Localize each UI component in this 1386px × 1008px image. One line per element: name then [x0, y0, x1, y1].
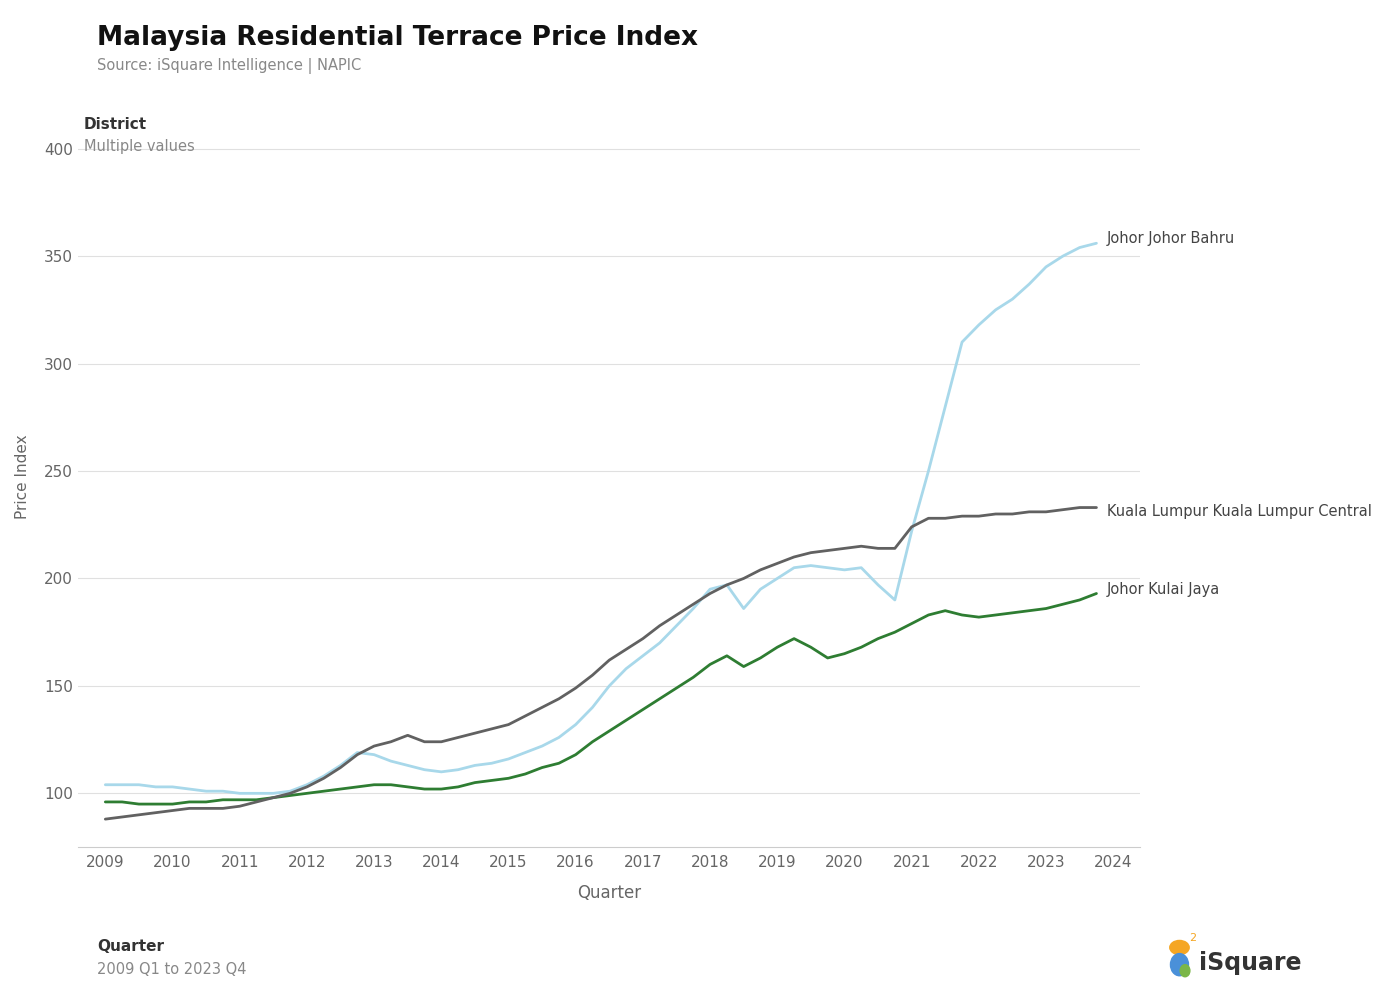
Text: iSquare: iSquare	[1199, 951, 1301, 975]
Text: District: District	[83, 117, 147, 132]
Text: Malaysia Residential Terrace Price Index: Malaysia Residential Terrace Price Index	[97, 25, 699, 51]
Text: 2: 2	[1189, 933, 1196, 943]
Text: Multiple values: Multiple values	[83, 139, 194, 154]
Text: Johor Kulai Jaya: Johor Kulai Jaya	[1106, 582, 1220, 597]
Text: Kuala Lumpur Kuala Lumpur Central: Kuala Lumpur Kuala Lumpur Central	[1106, 504, 1371, 519]
Text: Source: iSquare Intelligence | NAPIC: Source: iSquare Intelligence | NAPIC	[97, 58, 362, 75]
X-axis label: Quarter: Quarter	[577, 884, 642, 902]
Text: Quarter: Quarter	[97, 939, 164, 955]
Text: Johor Johor Bahru: Johor Johor Bahru	[1106, 232, 1235, 246]
Y-axis label: Price Index: Price Index	[15, 434, 30, 519]
Text: 2009 Q1 to 2023 Q4: 2009 Q1 to 2023 Q4	[97, 962, 247, 977]
